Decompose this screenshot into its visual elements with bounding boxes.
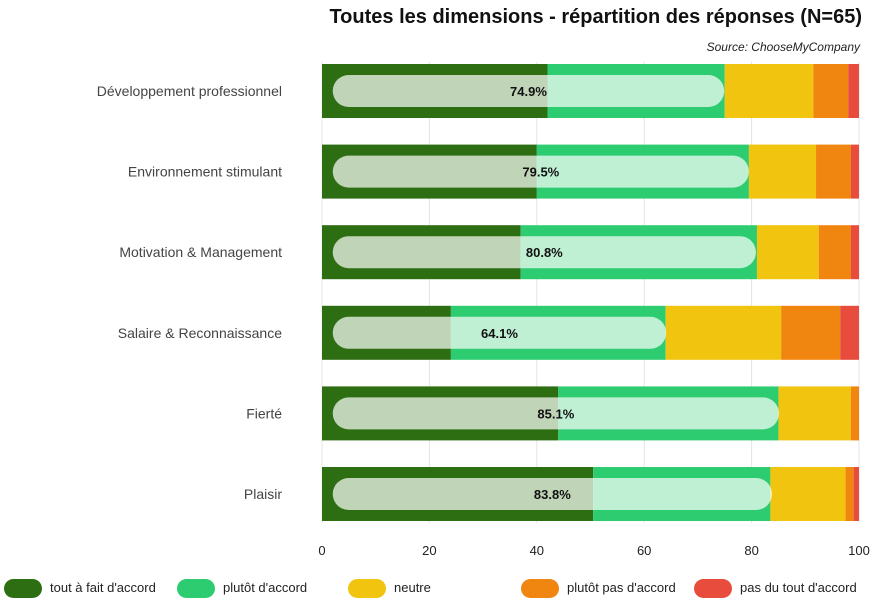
positive-share-pill	[332, 236, 756, 269]
legend-swatch	[694, 579, 732, 598]
bar-segment	[813, 64, 849, 118]
category-label: Salaire & Reconnaissance	[118, 325, 282, 341]
legend-label: tout à fait d'accord	[50, 580, 156, 595]
positive-share-pill	[332, 478, 773, 510]
legend: tout à fait d'accord plutôt d'accord neutr…	[0, 577, 887, 601]
x-tick-label: 20	[422, 543, 436, 558]
bar-segment	[848, 64, 859, 118]
bar-segment	[845, 467, 854, 521]
positive-share-pill	[332, 397, 779, 430]
bar-segment	[770, 467, 846, 521]
legend-label: plutôt d'accord	[223, 580, 308, 595]
positive-share-pill	[332, 316, 667, 349]
positive-share-label: 80.8%	[526, 245, 563, 260]
bar-segment	[748, 144, 817, 199]
bar-segment	[781, 305, 841, 360]
x-axis-ticks: 0 20 40 60 80 100	[318, 543, 869, 558]
category-label: Développement professionnel	[97, 83, 282, 99]
bar-segment	[840, 305, 859, 360]
legend-swatch	[4, 579, 42, 598]
bar-segment	[665, 305, 782, 360]
positive-share-label: 74.9%	[510, 84, 547, 99]
positive-share-pill	[332, 75, 725, 107]
category-label: Environnement stimulant	[128, 164, 282, 180]
bar-segments	[322, 64, 859, 521]
x-tick-label: 40	[530, 543, 544, 558]
legend-label: pas du tout d'accord	[740, 580, 857, 595]
category-label: Motivation & Management	[119, 244, 282, 260]
positive-share-label: 83.8%	[534, 487, 571, 502]
bar-segment	[853, 467, 859, 521]
category-label: Fierté	[246, 405, 282, 421]
legend-swatch	[348, 579, 386, 598]
bar-segment	[816, 144, 851, 199]
bar-segment	[724, 64, 814, 118]
positive-share-overlays: 74.9% 79.5% 80.8% 64.1% 85.1% 83.8%	[332, 75, 779, 510]
x-tick-label: 80	[744, 543, 758, 558]
bar-segment	[756, 225, 819, 280]
bar-segment	[850, 225, 859, 280]
chart-title: Toutes les dimensions - répartition des …	[329, 6, 862, 28]
positive-share-label: 85.1%	[537, 406, 574, 421]
category-label: Plaisir	[244, 486, 282, 502]
chart-source: Source: ChooseMyCompany	[706, 40, 860, 54]
x-tick-label: 60	[637, 543, 651, 558]
x-tick-label: 100	[848, 543, 870, 558]
grid-lines	[321, 62, 860, 523]
positive-share-label: 79.5%	[522, 165, 559, 180]
bar-segment	[850, 144, 859, 199]
positive-share-pill	[332, 155, 749, 188]
positive-share-label: 64.1%	[481, 326, 518, 341]
bar-segment	[850, 386, 859, 441]
legend-swatch	[521, 579, 559, 598]
legend-swatch	[177, 579, 215, 598]
bar-segment	[778, 386, 851, 441]
x-tick-label: 0	[318, 543, 325, 558]
category-labels: Développement professionnel Environnement…	[97, 83, 283, 502]
bar-segment	[818, 225, 851, 280]
legend-label: plutôt pas d'accord	[567, 580, 676, 595]
stacked-bar-chart: 74.9% 79.5% 80.8% 64.1% 85.1% 83.8% Développe…	[97, 62, 870, 558]
legend-label: neutre	[394, 580, 431, 595]
